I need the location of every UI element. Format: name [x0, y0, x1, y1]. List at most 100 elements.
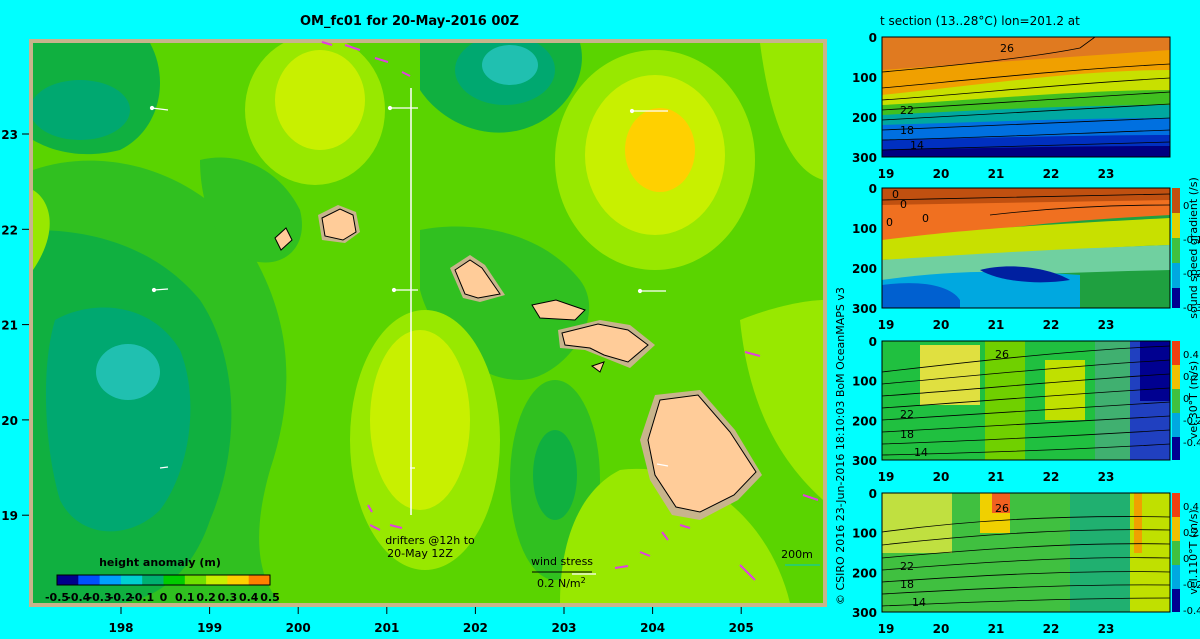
panel-x-tick-label: 19: [878, 622, 895, 636]
map-x-tick-label: 201: [374, 621, 399, 635]
panel-x-tick-label: 22: [1043, 167, 1060, 181]
colorbar-cell: [78, 575, 101, 585]
panel-y-tick-label: 200: [852, 566, 877, 580]
map-y-tick-label: 20: [1, 414, 18, 428]
velocity-30t-panel: 26 22 18 14: [881, 340, 1171, 461]
colorbar-tick-label: 0.4: [239, 591, 259, 604]
p4-contour-label: 22: [900, 560, 914, 573]
panel-x-tick-label: 19: [878, 167, 895, 181]
p3-contour-label: 18: [900, 428, 914, 441]
colorbar-cell: [227, 575, 250, 585]
colorbar-tick-label: -0.1: [130, 591, 154, 604]
p2-contour-label: 0: [892, 188, 899, 201]
colorbar-tick-label: -0.2: [1183, 269, 1200, 280]
map-colorbar: height anomaly (m) -0.5-0.4-0.3-0.2-0.1 0…: [45, 556, 280, 604]
colorbar-title: height anomaly (m): [99, 556, 221, 569]
panel-x-tick-label: 19: [878, 318, 895, 332]
p3-contour-label: 22: [900, 408, 914, 421]
colorbar-tick-label: 0.1: [175, 591, 195, 604]
panel-x-tick-label: 21: [988, 470, 1005, 484]
panel-y-tick-label: 300: [852, 606, 877, 620]
colorbar-tick-label: 0.3: [218, 591, 238, 604]
section-title: t section (13..28°C) lon=201.2 at: [880, 14, 1080, 28]
panel-x-tick-label: 22: [1043, 470, 1060, 484]
island-kauai: [321, 208, 357, 241]
map-x-tick-label: 205: [729, 621, 754, 635]
panel-x-tick-label: 20: [933, 167, 950, 181]
panel-y-tick-label: 200: [852, 414, 877, 428]
colorbar-tick-label: 0.2: [196, 591, 216, 604]
p2-contour-label: 0: [922, 212, 929, 225]
panel-y-tick-label: 0: [869, 31, 877, 45]
colorbar-tick-label: -0.2: [109, 591, 133, 604]
island-oahu: [454, 259, 501, 299]
island-kahoolawe: [590, 361, 605, 373]
colorbar-tick-label: -0.1: [1183, 235, 1200, 246]
p3-colorbar-label: vel.30°T (m/s): [1187, 361, 1200, 439]
colorbar-tick-label: 0.4: [1183, 502, 1199, 513]
p1-contour-label: 14: [910, 139, 924, 152]
panel-y-tick-label: 200: [852, 111, 877, 125]
panel-x-tick-label: 22: [1043, 318, 1060, 332]
colorbar-tick-label: -0.3: [88, 591, 112, 604]
panel-y-tick-label: 300: [852, 302, 877, 316]
p3-contour-label: 26: [995, 348, 1009, 361]
panel-x-tick-label: 23: [1098, 622, 1115, 636]
map-x-tick-label: 202: [463, 621, 488, 635]
island-niihau: [274, 227, 293, 251]
map-axes: 198 199 200 201 202 203 204 205 23 22 21 20 19: [1, 128, 753, 635]
island-maui: [561, 323, 649, 363]
drifters-label-2: 20-May 12Z: [387, 547, 453, 560]
colorbar-tick-label: 0: [1183, 554, 1189, 565]
colorbar-tick-label: -0.2: [1183, 580, 1200, 591]
colorbar-tick-label: -0.4: [1183, 438, 1200, 449]
colorbar-tick-label: 0.2: [1183, 372, 1199, 383]
p4-contour-label: 18: [900, 578, 914, 591]
panel-x-tick-label: 20: [933, 470, 950, 484]
colorbar-cell: [184, 575, 207, 585]
colorbar-tick-label: -0.4: [1183, 606, 1200, 617]
p2-contour-label: 0: [900, 198, 907, 211]
panel-x-tick-label: 23: [1098, 318, 1115, 332]
map-y-tick-label: 19: [1, 509, 18, 523]
colorbar-tick-label: 0: [1183, 394, 1189, 405]
map-x-tick-label: 204: [640, 621, 665, 635]
temperature-section-panel: 26 22 18 14: [881, 36, 1171, 158]
wind-stress-label: wind stress: [531, 555, 593, 568]
panel-x-tick-label: 19: [878, 470, 895, 484]
wind-scale-value: 0.2 N/m2: [537, 576, 586, 591]
map-x-tick-label: 203: [551, 621, 576, 635]
map-field: [33, 43, 823, 603]
panel-y-tick-label: 0: [869, 182, 877, 196]
map-x-tick-label: 200: [286, 621, 311, 635]
p3-contour-label: 14: [914, 446, 928, 459]
map-y-tick-label: 21: [1, 319, 18, 333]
panel-y-tick-label: 100: [852, 375, 877, 389]
panel-x-tick-label: 23: [1098, 167, 1115, 181]
panel-x-tick-label: 20: [933, 318, 950, 332]
colorbar-cell: [120, 575, 143, 585]
map-title: OM_fc01 for 20-May-2016 00Z: [300, 14, 519, 29]
wind-vectors: [149, 105, 669, 469]
panel-x-tick-label: 23: [1098, 470, 1115, 484]
panel-x-tick-label: 21: [988, 167, 1005, 181]
panel-y-tick-label: 0: [869, 487, 877, 501]
colorbar-cell: [206, 575, 228, 585]
colorbar-tick-label: 0.5: [260, 591, 280, 604]
panel-y-tick-label: 100: [852, 222, 877, 236]
p2-colorbar-label: sound speed gradient (/s): [1187, 177, 1200, 318]
map-y-tick-label: 22: [1, 223, 18, 237]
p4-contour-label: 26: [995, 502, 1009, 515]
velocity-110t-panel: 26 22 18 14: [881, 492, 1171, 613]
island-molokai: [531, 299, 586, 321]
p1-contour-label: 26: [1000, 42, 1014, 55]
map-x-tick-label: 199: [197, 621, 222, 635]
panel-x-tick-label: 21: [988, 622, 1005, 636]
section-panels: 26 22 18 14 0 0 0 0: [852, 31, 1200, 636]
p4-colorbar: [1172, 493, 1180, 612]
p1-contour-label: 18: [900, 124, 914, 137]
island-big-island: [647, 394, 757, 513]
map-y-tick-label: 23: [1, 128, 18, 142]
panel-x-tick-label: 21: [988, 318, 1005, 332]
p2-contour-label: 0: [886, 216, 893, 229]
